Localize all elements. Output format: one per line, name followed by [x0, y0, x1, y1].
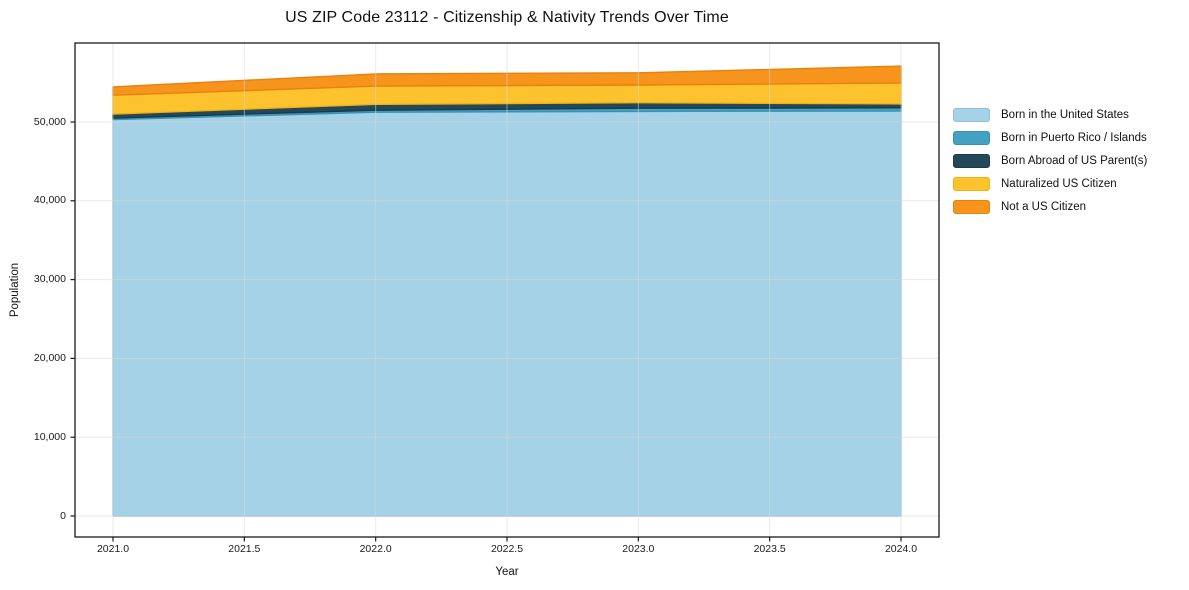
y-tick-label: 0 — [60, 509, 66, 522]
chart-title: US ZIP Code 23112 - Citizenship & Nativi… — [285, 9, 729, 26]
x-axis-label: Year — [495, 566, 519, 578]
x-tick-label: 2021.0 — [96, 543, 130, 555]
legend-label: Not a US Citizen — [1001, 200, 1087, 213]
x-tick-label: 2022.0 — [359, 543, 392, 555]
x-tick-label: 2023.0 — [622, 543, 655, 555]
legend-label: Born in the United States — [1001, 108, 1129, 121]
legend-swatch — [953, 176, 990, 191]
legend-swatch — [953, 107, 990, 122]
legend-item: Not a US Citizen — [953, 195, 1147, 218]
legend-swatch — [953, 199, 990, 214]
legend-item: Born in the United States — [953, 103, 1147, 126]
y-tick-label: 40,000 — [33, 194, 66, 207]
y-tick-label: 20,000 — [33, 351, 66, 364]
legend-swatch — [953, 153, 990, 168]
y-tick-label: 30,000 — [33, 273, 66, 286]
legend-label: Born in Puerto Rico / Islands — [1001, 131, 1147, 144]
x-tick-label: 2024.0 — [884, 543, 918, 555]
legend-item: Born Abroad of US Parent(s) — [953, 149, 1147, 172]
legend-swatch — [953, 130, 990, 145]
x-tick-label: 2023.5 — [753, 543, 786, 555]
x-tick-label: 2021.5 — [228, 543, 261, 555]
y-tick-label: 10,000 — [33, 430, 66, 443]
legend-label: Naturalized US Citizen — [1001, 177, 1117, 190]
legend-label: Born Abroad of US Parent(s) — [1001, 154, 1148, 167]
legend-item: Naturalized US Citizen — [953, 172, 1147, 195]
y-tick-label: 50,000 — [33, 115, 66, 128]
legend: Born in the United States Born in Puerto … — [953, 103, 1147, 218]
y-axis-label: Population — [9, 262, 21, 318]
legend-item: Born in Puerto Rico / Islands — [953, 126, 1147, 149]
x-tick-label: 2022.5 — [490, 543, 524, 555]
